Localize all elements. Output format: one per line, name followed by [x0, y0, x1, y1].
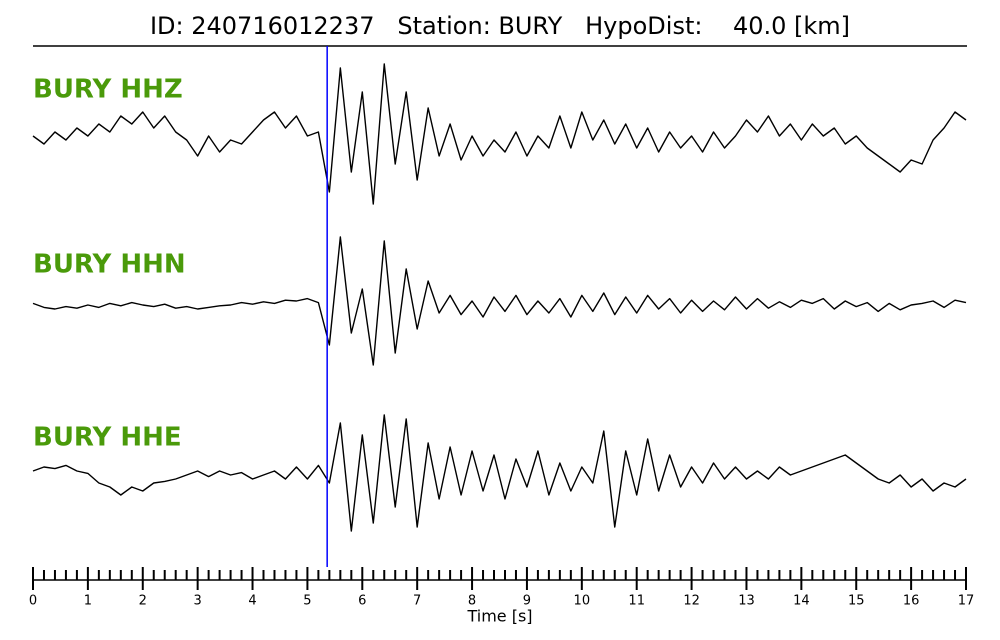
x-tick-label: 7 [413, 594, 421, 609]
x-tick-label: 14 [793, 594, 810, 609]
x-tick-label: 2 [139, 594, 147, 609]
chart-title: ID: 240716012237 Station: BURY HypoDist:… [150, 12, 850, 40]
x-tick-label: 16 [903, 594, 920, 609]
x-tick-label: 3 [194, 594, 202, 609]
waveform [32, 63, 967, 205]
trace-label: BURY HHN [33, 250, 186, 280]
x-tick-label: 17 [958, 594, 975, 609]
x-tick-label: 6 [358, 594, 366, 609]
x-tick-label: 11 [628, 594, 645, 609]
trace-label: BURY HHE [33, 423, 182, 453]
x-tick-label: 12 [683, 594, 700, 609]
x-tick-label: 5 [303, 594, 311, 609]
x-tick-label: 4 [248, 594, 256, 609]
waveform [32, 414, 967, 532]
x-tick-label: 8 [468, 594, 476, 609]
x-tick-label: 0 [29, 594, 37, 609]
x-tick-label: 13 [738, 594, 755, 609]
waveform [32, 236, 967, 366]
x-tick-label: 15 [848, 594, 865, 609]
x-tick-label: 1 [84, 594, 92, 609]
trace-label: BURY HHZ [33, 75, 183, 105]
x-tick-label: 9 [523, 594, 531, 609]
x-axis-label: Time [s] [466, 607, 532, 626]
x-tick-label: 10 [574, 594, 591, 609]
